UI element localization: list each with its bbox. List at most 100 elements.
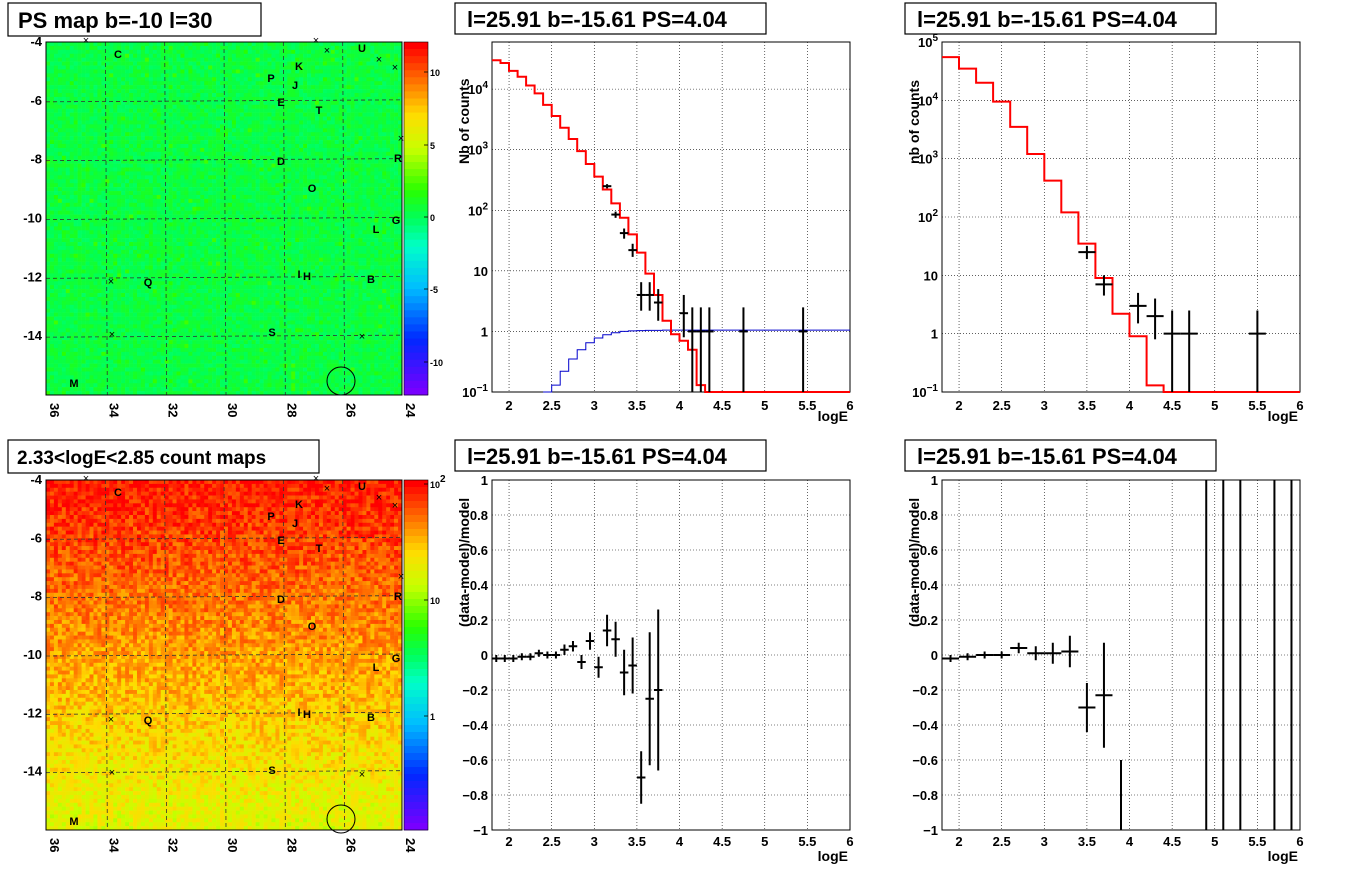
heatmap-cell	[366, 73, 370, 77]
heatmap-cell	[54, 191, 58, 195]
heatmap-cell	[323, 222, 327, 226]
heatmap-cell	[264, 93, 268, 97]
heatmap-cell	[378, 117, 382, 121]
heatmap-cell	[153, 222, 157, 226]
heatmap-cell	[343, 242, 347, 246]
heatmap-cell	[252, 250, 256, 254]
heatmap-cell	[188, 164, 192, 168]
heatmap-cell	[378, 46, 382, 50]
heatmap-cell	[204, 234, 208, 238]
heatmap-cell	[169, 211, 173, 215]
heatmap-cell	[370, 199, 374, 203]
heatmap-cell	[137, 148, 141, 152]
heatmap-cell	[244, 42, 248, 46]
heatmap-cell	[347, 242, 351, 246]
heatmap-cell	[50, 62, 54, 66]
heatmap-cell	[180, 58, 184, 62]
heatmap-cell	[287, 77, 291, 81]
heatmap-cell	[244, 175, 248, 179]
heatmap-cell	[283, 77, 287, 81]
heatmap-cell	[287, 140, 291, 144]
heatmap-cell	[378, 175, 382, 179]
heatmap-cell	[264, 136, 268, 140]
heatmap-cell	[74, 179, 78, 183]
heatmap-cell	[216, 226, 220, 230]
heatmap-cell	[362, 171, 366, 175]
heatmap-cell	[62, 120, 66, 124]
heatmap-cell	[208, 258, 212, 262]
heatmap-cell	[117, 144, 121, 148]
heatmap-cell	[252, 246, 256, 250]
heatmap-cell	[66, 54, 70, 58]
heatmap-cell	[70, 46, 74, 50]
heatmap-cell	[117, 207, 121, 211]
heatmap-cell	[240, 183, 244, 187]
heatmap-cell	[386, 136, 390, 140]
heatmap-cell	[141, 69, 145, 73]
heatmap-cell	[295, 226, 299, 230]
heatmap-cell	[323, 199, 327, 203]
heatmap-cell	[264, 175, 268, 179]
heatmap-cell	[236, 140, 240, 144]
heatmap-cell	[141, 222, 145, 226]
heatmap-cell	[66, 144, 70, 148]
heatmap-cell	[339, 191, 343, 195]
heatmap-cell	[204, 246, 208, 250]
heatmap-cell	[268, 234, 272, 238]
heatmap-cell	[366, 109, 370, 113]
heatmap-cell	[378, 144, 382, 148]
heatmap-cell	[394, 238, 398, 242]
heatmap-cell	[133, 246, 137, 250]
heatmap-cell	[394, 81, 398, 85]
heatmap-cell	[50, 250, 54, 254]
heatmap-cell	[173, 199, 177, 203]
heatmap-cell	[370, 69, 374, 73]
heatmap-cell	[169, 258, 173, 262]
heatmap-cell	[204, 250, 208, 254]
heatmap-cell	[101, 97, 105, 101]
heatmap-cell	[351, 54, 355, 58]
heatmap-cell	[232, 89, 236, 93]
heatmap-cell	[50, 152, 54, 156]
heatmap-cell	[70, 230, 74, 234]
heatmap-cell	[54, 230, 58, 234]
heatmap-cell	[145, 250, 149, 254]
heatmap-cell	[121, 113, 125, 117]
heatmap-cell	[291, 203, 295, 207]
heatmap-cell	[97, 164, 101, 168]
heatmap-cell	[121, 226, 125, 230]
heatmap-cell	[169, 105, 173, 109]
heatmap-cell	[82, 62, 86, 66]
heatmap-cell	[74, 222, 78, 226]
heatmap-cell	[86, 66, 90, 70]
heatmap-cell	[105, 230, 109, 234]
heatmap-cell	[93, 195, 97, 199]
heatmap-cell	[74, 93, 78, 97]
heatmap-cell	[157, 258, 161, 262]
heatmap-cell	[248, 219, 252, 223]
heatmap-cell	[355, 226, 359, 230]
heatmap-cell	[339, 120, 343, 124]
heatmap-cell	[236, 113, 240, 117]
heatmap-cell	[173, 120, 177, 124]
heatmap-cell	[196, 50, 200, 54]
heatmap-cell	[351, 171, 355, 175]
heatmap-cell	[315, 128, 319, 132]
heatmap-cell	[220, 120, 224, 124]
heatmap-cell	[74, 215, 78, 219]
heatmap-cell	[386, 156, 390, 160]
heatmap-cell	[90, 250, 94, 254]
heatmap-cell	[331, 179, 335, 183]
heatmap-cell	[121, 120, 125, 124]
heatmap-cell	[58, 89, 62, 93]
heatmap-cell	[109, 93, 113, 97]
heatmap-cell	[97, 117, 101, 121]
heatmap-cell	[196, 58, 200, 62]
heatmap-cell	[351, 77, 355, 81]
heatmap-cell	[260, 234, 264, 238]
heatmap-cell	[54, 105, 58, 109]
heatmap-cell	[192, 230, 196, 234]
heatmap-cell	[129, 171, 133, 175]
heatmap-cell	[268, 254, 272, 258]
heatmap-cell	[366, 54, 370, 58]
